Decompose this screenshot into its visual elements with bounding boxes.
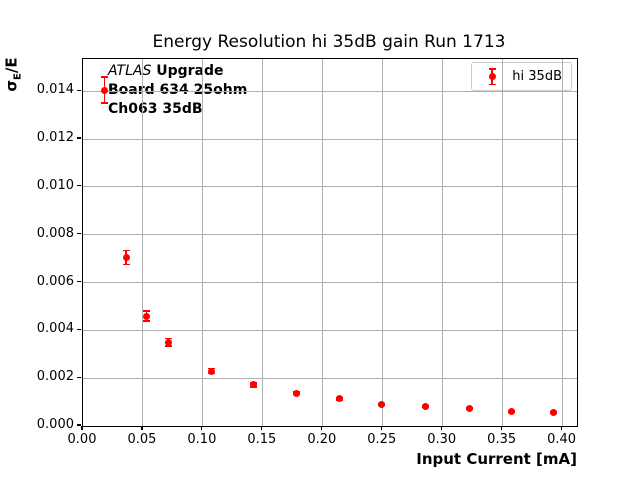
- x-tick-mark: [321, 426, 323, 430]
- y-tick-label: 0.000: [36, 417, 74, 432]
- y-gridline: [83, 234, 577, 236]
- errorbar-cap-top: [164, 337, 172, 340]
- y-tick-label: 0.004: [36, 321, 74, 337]
- y-axis-label-subscript: E: [12, 73, 24, 80]
- x-tick-label: 0.00: [67, 432, 97, 447]
- y-tick-label: 0.014: [36, 82, 74, 98]
- data-point: [422, 402, 430, 410]
- data-point: [164, 338, 172, 346]
- y-tick-label: 0.008: [36, 225, 74, 241]
- x-tick-mark: [501, 426, 503, 430]
- y-gridline: [83, 138, 577, 140]
- legend: hi 35dB: [471, 62, 572, 91]
- y-tick-mark: [77, 89, 81, 91]
- errorbar-cap-top: [101, 76, 109, 78]
- y-gridline: [83, 377, 577, 379]
- y-gridline: [83, 329, 577, 331]
- x-tick-label: 0.30: [427, 432, 457, 447]
- x-tick-label: 0.40: [547, 432, 577, 447]
- x-tick-mark: [561, 426, 563, 430]
- x-gridline: [322, 59, 324, 426]
- errorbar-cap-bottom: [101, 102, 109, 104]
- y-tick-label: 0.002: [36, 369, 74, 385]
- x-gridline: [142, 59, 144, 426]
- x-axis-label: Input Current [mA]: [416, 450, 577, 468]
- x-gridline: [202, 59, 204, 426]
- errorbar-cap-top: [488, 68, 496, 70]
- x-gridline: [502, 59, 504, 426]
- y-axis-label-sigma: σ: [2, 79, 21, 92]
- errorbar-legend-icon: [472, 67, 512, 87]
- data-point: [507, 407, 515, 415]
- y-tick-mark: [77, 137, 81, 139]
- data-point: [249, 381, 257, 389]
- data-point: [122, 253, 130, 261]
- errorbar-cap-bottom: [488, 83, 496, 85]
- data-point: [378, 400, 386, 408]
- plot-area: ATLAS Upgrade Board 634 25ohm Ch063 35dB…: [82, 58, 578, 427]
- y-gridline: [83, 90, 577, 92]
- data-point: [549, 408, 557, 416]
- data-point: [207, 367, 215, 375]
- y-gridline: [83, 282, 577, 284]
- x-tick-mark: [81, 426, 83, 430]
- legend-label: hi 35dB: [512, 69, 562, 84]
- x-gridline: [562, 59, 564, 426]
- x-tick-mark: [141, 426, 143, 430]
- errorbar-cap-bottom: [122, 263, 130, 266]
- y-gridline: [83, 186, 577, 188]
- data-point: [143, 312, 151, 320]
- y-axis-label-rest: /E: [2, 57, 21, 74]
- errorbar-cap-top: [122, 249, 130, 252]
- y-tick-mark: [77, 233, 81, 235]
- y-tick-label: 0.006: [36, 273, 74, 289]
- x-tick-mark: [381, 426, 383, 430]
- annotation-atlas: ATLAS: [108, 63, 152, 79]
- y-tick-label: 0.012: [36, 130, 74, 146]
- data-point: [101, 86, 109, 94]
- errorbar-cap-top: [143, 310, 151, 312]
- x-gridline: [262, 59, 264, 426]
- data-point: [292, 389, 300, 397]
- x-tick-mark: [441, 426, 443, 430]
- errorbar-cap-bottom: [143, 320, 151, 322]
- legend-marker: [488, 73, 496, 80]
- chart-title: Energy Resolution hi 35dB gain Run 1713: [152, 32, 506, 52]
- x-tick-mark: [201, 426, 203, 430]
- data-point: [336, 395, 344, 403]
- y-tick-mark: [77, 185, 81, 187]
- y-tick-mark: [77, 280, 81, 283]
- y-tick-label: 0.010: [36, 177, 74, 193]
- annotation-line-3: Ch063 35dB: [108, 101, 203, 117]
- annotation-line-1: ATLAS Upgrade: [108, 62, 247, 81]
- y-tick-mark: [77, 424, 81, 426]
- annotation-upgrade: Upgrade: [151, 63, 224, 79]
- x-tick-label: 0.25: [367, 432, 397, 447]
- y-tick-mark: [77, 376, 81, 378]
- x-tick-label: 0.10: [187, 432, 217, 447]
- x-tick-label: 0.20: [307, 432, 337, 447]
- x-gridline: [382, 59, 384, 426]
- x-tick-label: 0.05: [127, 432, 157, 447]
- y-axis-label: σE/E: [3, 55, 24, 95]
- x-tick-label: 0.15: [247, 432, 277, 447]
- x-tick-mark: [261, 426, 263, 430]
- x-gridline: [442, 59, 444, 426]
- y-tick-mark: [77, 328, 81, 330]
- x-tick-label: 0.35: [487, 432, 517, 447]
- data-point: [465, 404, 473, 412]
- errorbar-cap-bottom: [164, 345, 172, 347]
